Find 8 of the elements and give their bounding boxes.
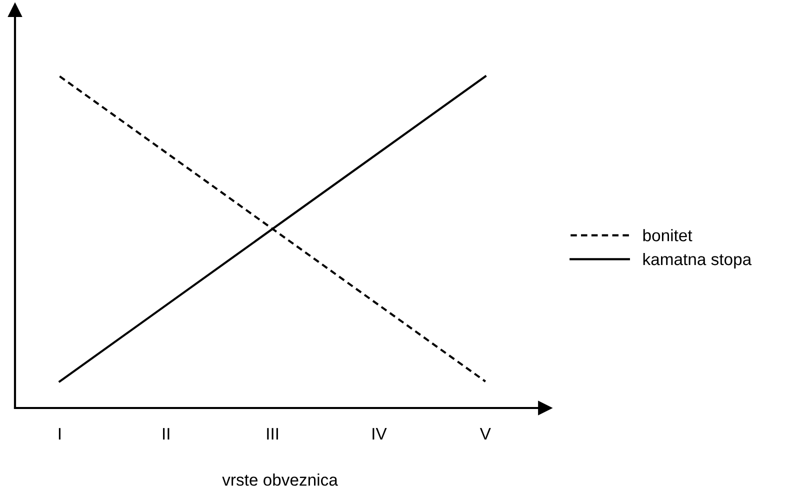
x-tick-label: III (267, 428, 278, 440)
legend-label: bonitet (643, 229, 692, 242)
x-tick-label: I (58, 428, 60, 440)
x-tick-label: V (480, 428, 491, 440)
x-tick-label: IV (372, 428, 387, 440)
x-axis-title: vrste obveznica (222, 474, 338, 486)
legend-label: kamatna stopa (643, 252, 752, 269)
x-tick-label: II (163, 428, 170, 440)
